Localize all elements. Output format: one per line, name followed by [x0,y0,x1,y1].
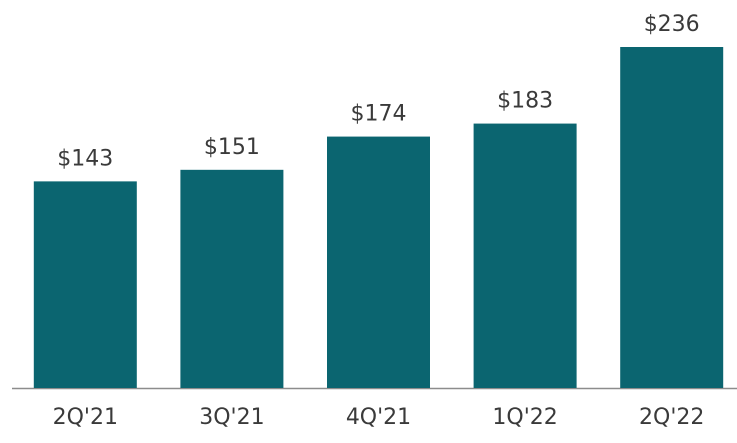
bar [180,169,284,388]
data-label: $151 [204,135,260,160]
data-label: $236 [644,12,700,37]
data-label: $143 [57,146,113,171]
data-label: $183 [497,89,553,114]
data-label: $174 [351,102,407,127]
x-tick-label: 2Q'22 [639,405,704,430]
x-tick-label: 4Q'21 [346,405,411,430]
bar [620,47,724,388]
x-tick-label: 2Q'21 [53,405,118,430]
bar [473,123,577,388]
x-tick-label: 1Q'22 [492,405,557,430]
bar [33,181,137,388]
x-tick-label: 3Q'21 [199,405,264,430]
bar [327,136,430,388]
